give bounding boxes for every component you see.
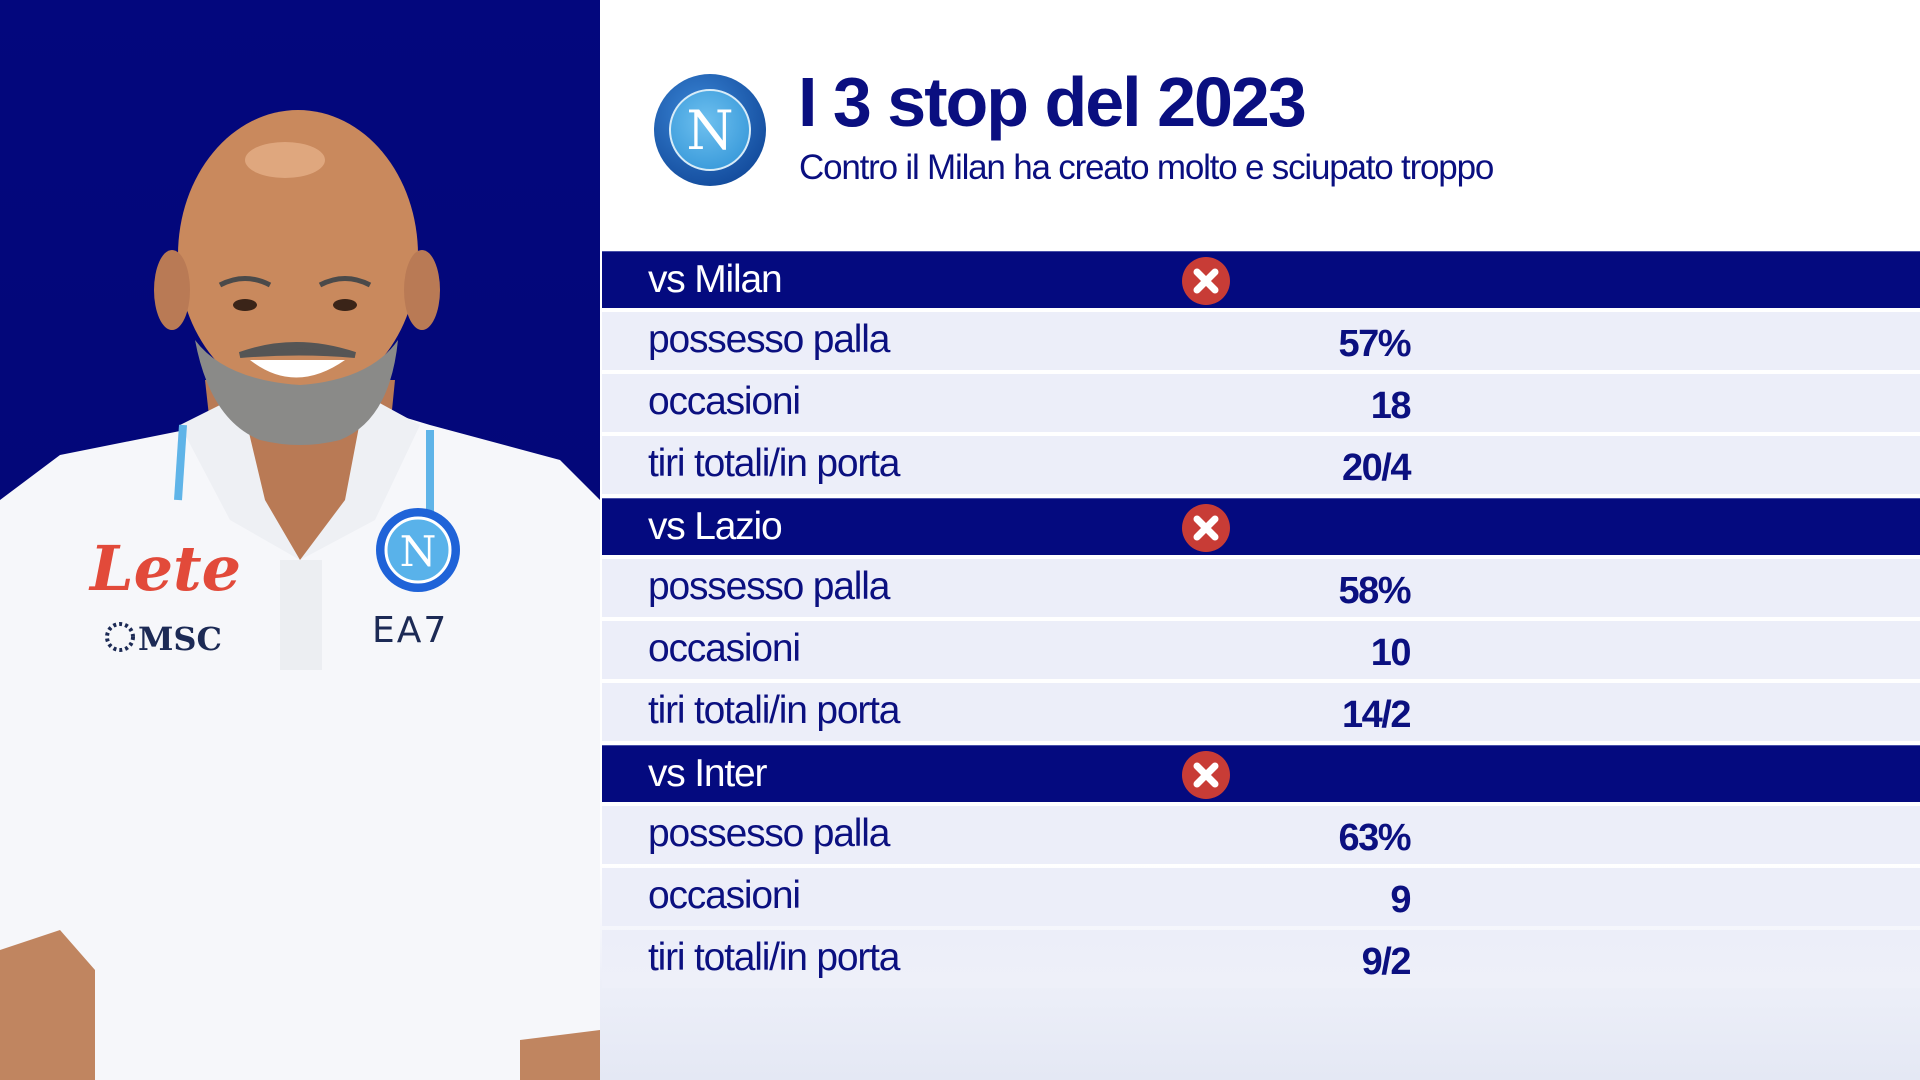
stat-label: tiri totali/in porta (648, 442, 900, 485)
stat-value: 9 (1390, 879, 1411, 921)
stat-row: possesso palla 57% (602, 312, 1920, 370)
stat-row: occasioni 10 (602, 621, 1920, 679)
stat-label: occasioni (648, 874, 801, 917)
stat-label: possesso palla (648, 318, 890, 361)
shirt-brand-ea7: EA7 (372, 610, 448, 651)
stat-label: occasioni (648, 380, 801, 423)
stat-value: 63% (1338, 817, 1411, 859)
opponent-label: vs Milan (648, 258, 783, 301)
portrait-panel: Lete MSC EA7 N (0, 0, 600, 1080)
napoli-logo-icon: N (654, 74, 766, 186)
svg-text:N: N (686, 99, 733, 162)
stats-table: vs Milan possesso palla 57% occasioni 18… (602, 251, 1920, 992)
stat-label: occasioni (648, 627, 801, 670)
stat-value: 58% (1338, 570, 1411, 612)
match-group-lazio: vs Lazio possesso palla 58% occasioni 10… (602, 498, 1920, 741)
stat-label: possesso palla (648, 565, 890, 608)
loss-x-icon (1182, 257, 1230, 305)
stat-value: 18 (1370, 385, 1412, 427)
page-title: I 3 stop del 2023 (798, 63, 1307, 141)
match-header: vs Milan (602, 251, 1920, 308)
stat-value: 20/4 (1342, 447, 1411, 489)
stat-value: 14/2 (1342, 694, 1411, 736)
shirt-sponsor-msc: MSC (138, 620, 222, 658)
stat-row: possesso palla 63% (602, 806, 1920, 864)
stat-label: tiri totali/in porta (648, 689, 900, 732)
stat-row: possesso palla 58% (602, 559, 1920, 617)
loss-x-icon (1182, 504, 1230, 552)
stat-label: tiri totali/in porta (648, 936, 900, 979)
stat-row: tiri totali/in porta 20/4 (602, 436, 1920, 494)
stat-value: 9/2 (1361, 941, 1412, 983)
match-header: vs Inter (602, 745, 1920, 802)
match-header: vs Lazio (602, 498, 1920, 555)
match-group-milan: vs Milan possesso palla 57% occasioni 18… (602, 251, 1920, 494)
stat-row: tiri totali/in porta 9/2 (602, 930, 1920, 988)
opponent-label: vs Inter (648, 752, 767, 795)
stat-value: 10 (1370, 632, 1412, 674)
stat-row: tiri totali/in porta 14/2 (602, 683, 1920, 741)
shirt-sponsor-lete: Lete (88, 532, 241, 605)
stat-value: 57% (1338, 323, 1411, 365)
svg-text:N: N (400, 527, 437, 576)
loss-x-icon (1182, 751, 1230, 799)
match-group-inter: vs Inter possesso palla 63% occasioni 9 … (602, 745, 1920, 988)
stat-row: occasioni 9 (602, 868, 1920, 926)
opponent-label: vs Lazio (648, 505, 783, 548)
coach-portrait: Lete MSC EA7 N (0, 110, 600, 1080)
stat-label: possesso palla (648, 812, 890, 855)
page-subtitle: Contro il Milan ha creato molto e sciupa… (799, 148, 1494, 187)
stat-row: occasioni 18 (602, 374, 1920, 432)
